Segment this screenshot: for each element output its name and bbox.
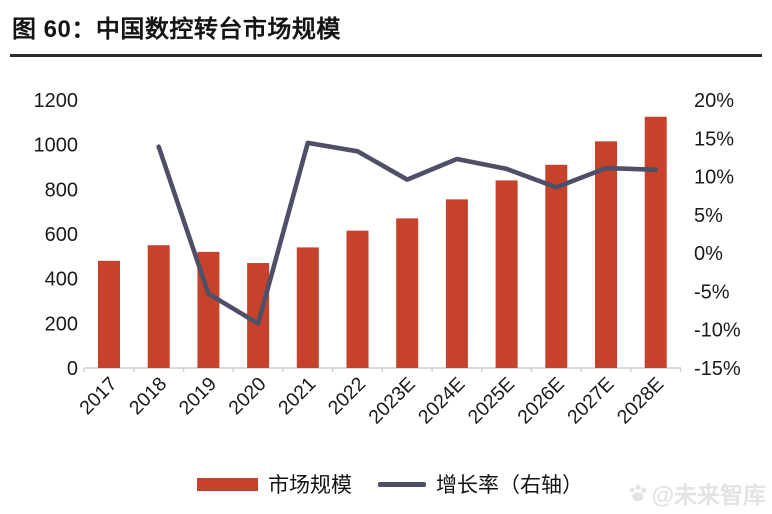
left-axis-tick-label: 200 [45,313,78,335]
watermark-text: @未来智库 [651,482,766,508]
right-axis-tick-label: 10% [694,167,734,189]
x-axis-label-2023E: 2023E [364,373,419,428]
chart-legend: 市场规模 增长率（右轴） [197,469,583,499]
bar-2024E [445,199,468,368]
figure-title: 图 60：中国数控转台市场规模 [12,16,341,43]
bar-2017 [98,260,120,368]
x-axis-label-2026E: 2026E [513,373,568,428]
left-axis-tick-label: 600 [45,224,78,246]
bar-2027E [595,141,617,368]
x-axis-label-2020: 2020 [224,373,270,419]
bar-2018 [147,245,170,368]
legend-item-market-size: 市场规模 [197,469,352,499]
right-axis-tick-label: 0% [694,243,723,265]
x-axis-label-2027E: 2027E [563,373,618,428]
left-axis-tick-label: 400 [45,269,78,291]
bar-2021 [296,247,319,368]
x-axis-label-2028E: 2028E [613,373,668,428]
left-axis-tick-label: 1000 [34,135,79,157]
left-axis-tick-label: 0 [67,358,78,380]
x-axis-label-2021: 2021 [274,373,320,419]
x-axis-label-2018: 2018 [125,373,171,419]
market-size-chart: 0 200 400 600 800 1000 1200 -15% -10% -5% 0% 5% 10% 1… [34,90,741,428]
right-axis-tick-label: 20% [694,90,734,112]
bar-2028E [644,116,667,368]
bar-2022 [346,230,369,368]
right-axis-tick-label: 15% [694,128,734,150]
bar-2026E [545,164,568,368]
bar-2025E [495,180,518,368]
legend-label-market-size: 市场规模 [268,474,352,497]
x-axis-label-2025E: 2025E [464,373,519,428]
x-axis-label-2022: 2022 [324,373,370,419]
title-underline [10,54,762,57]
right-axis-tick-label: -10% [694,320,741,342]
x-axis-label-2024E: 2024E [414,373,469,428]
left-axis-tick-label: 1200 [34,90,79,112]
bar-series-swatch-icon [197,477,258,491]
growth-rate-line [156,140,659,326]
legend-label-growth-rate: 增长率（右轴） [436,474,583,497]
x-axis-label-2019: 2019 [175,373,221,419]
right-axis-tick-label: -15% [694,358,741,380]
left-axis-tick-label: 800 [45,179,78,201]
bar-2023E [396,218,419,368]
right-axis-tick-label: -5% [694,281,730,303]
line-series-swatch-icon [378,481,426,487]
paw-icon [629,484,646,502]
x-axis-label-2017: 2017 [75,373,121,419]
watermark: @未来智库 [626,476,766,510]
right-axis-tick-label: 5% [694,205,723,227]
legend-item-growth-rate: 增长率（右轴） [378,469,583,499]
